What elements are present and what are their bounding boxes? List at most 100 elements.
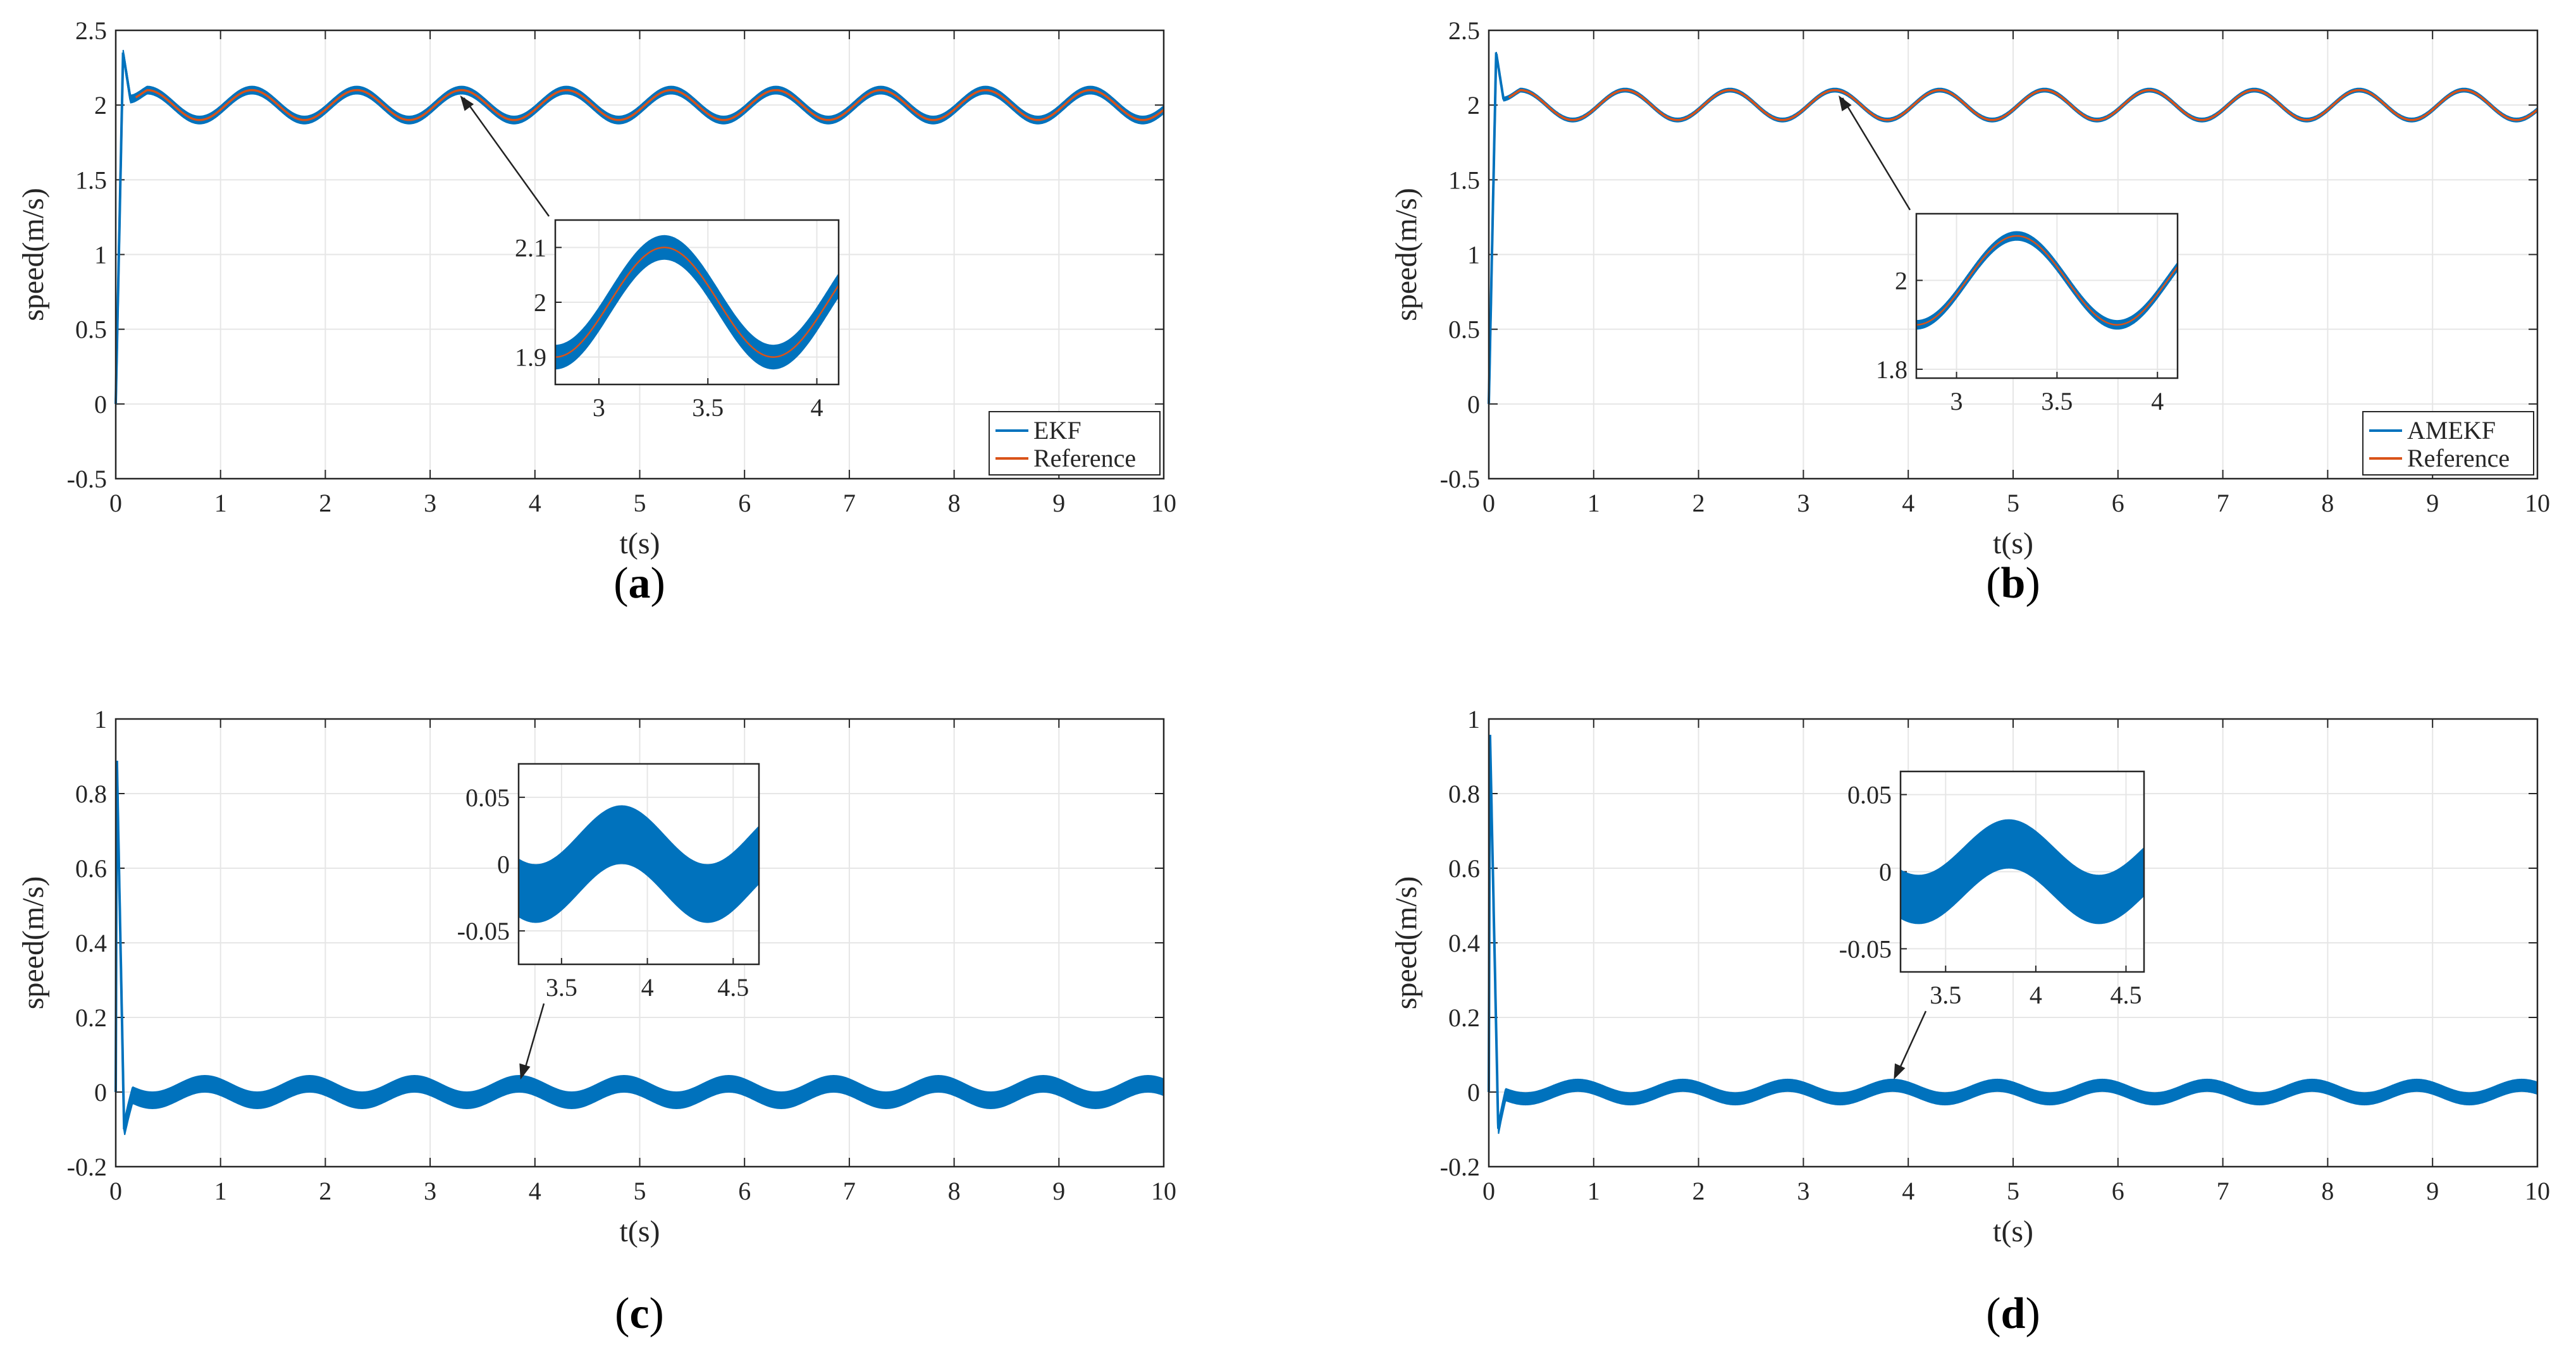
zoom-arrow-shaft bbox=[463, 97, 550, 217]
inset-x-tick-label: 4 bbox=[2030, 981, 2042, 1009]
y-tick-label: 2.5 bbox=[1448, 16, 1480, 45]
inset-y-tick-label: 1.9 bbox=[515, 343, 546, 372]
y-tick-label: 0 bbox=[94, 390, 107, 419]
inset-a: 3 3.5 4 1.9 2 2.1 bbox=[515, 219, 840, 422]
zoom-arrow bbox=[519, 1003, 545, 1080]
x-tick-label: 2 bbox=[1692, 489, 1705, 517]
x-tick-label: 7 bbox=[2217, 1177, 2229, 1205]
inset-y-tick-label: 1.8 bbox=[1876, 355, 1907, 384]
series-transient-line bbox=[1488, 52, 1510, 404]
x-tick-label: 0 bbox=[1482, 1177, 1495, 1205]
inset-y-tick-label: 2.1 bbox=[515, 233, 546, 262]
series-transient-line bbox=[1488, 735, 1505, 1129]
series-transient-line bbox=[114, 760, 131, 1130]
panel-caption: (a) bbox=[613, 559, 665, 608]
y-tick-label: -0.5 bbox=[1440, 465, 1480, 493]
inset-c: 3.5 4 4.5 -0.05 0 0.05 bbox=[457, 763, 760, 1002]
series-reference-line bbox=[114, 53, 1165, 404]
x-tick-label: 6 bbox=[738, 489, 751, 517]
x-tick-label: 1 bbox=[1587, 489, 1600, 517]
chart-a: 0 1 2 3 4 5 6 7 8 9 10-0.500.511.522.5t(s)speed(m/… bbox=[16, 16, 1176, 608]
inset-x-tick-label: 3.5 bbox=[692, 393, 724, 422]
caption-letter: b bbox=[2001, 559, 2026, 608]
inset-y-tick-label: 0.05 bbox=[465, 783, 510, 812]
y-axis-label: speed(m/s) bbox=[16, 876, 50, 1010]
zoom-arrow-head bbox=[460, 95, 474, 111]
x-tick-label: 1 bbox=[214, 489, 227, 517]
x-tick-label: 9 bbox=[1052, 1177, 1065, 1205]
y-tick-label: 0.4 bbox=[1448, 929, 1480, 957]
y-tick-label: 1.5 bbox=[75, 166, 107, 194]
zoom-arrow-shaft bbox=[1842, 97, 1911, 211]
y-tick-label: 2.5 bbox=[75, 16, 107, 45]
x-tick-label: 5 bbox=[634, 489, 646, 517]
zoom-arrow-head bbox=[1839, 95, 1852, 111]
caption-open-paren: ( bbox=[1986, 559, 2000, 608]
zoom-arrow-head bbox=[1894, 1063, 1906, 1080]
x-tick-label: 3 bbox=[1797, 489, 1809, 517]
inset-series-band bbox=[555, 235, 839, 370]
x-tick-label: 5 bbox=[2007, 489, 2019, 517]
inset-x-tick-label: 4.5 bbox=[717, 973, 749, 1002]
inset-series-band bbox=[519, 805, 759, 923]
x-tick-label: 3 bbox=[424, 1177, 436, 1205]
y-axis-label: speed(m/s) bbox=[1390, 188, 1423, 321]
legend-entry-reference: Reference bbox=[2407, 444, 2510, 472]
panel-caption: (b) bbox=[1986, 559, 2040, 608]
x-tick-label: 2 bbox=[1692, 1177, 1705, 1205]
inset-x-tick-label: 4.5 bbox=[2110, 981, 2142, 1009]
inset-y-tick-label: -0.05 bbox=[457, 917, 510, 945]
plot-frame bbox=[1488, 29, 2539, 480]
x-axis-label: t(s) bbox=[620, 527, 660, 560]
inset-frame bbox=[1915, 212, 2179, 379]
x-tick-label: 2 bbox=[319, 489, 331, 517]
inset-x-tick-label: 3.5 bbox=[1930, 981, 1961, 1009]
y-tick-label: 0.5 bbox=[75, 316, 107, 344]
caption-letter: a bbox=[629, 559, 651, 608]
y-tick-label: 0 bbox=[94, 1078, 107, 1107]
series-reference-line bbox=[1488, 53, 2539, 404]
x-tick-label: 8 bbox=[2321, 1177, 2334, 1205]
inset-series-band bbox=[1901, 819, 2144, 924]
caption-letter: c bbox=[629, 1289, 649, 1338]
caption-close-paren: ) bbox=[651, 559, 665, 608]
x-tick-label: 8 bbox=[948, 489, 961, 517]
y-tick-label: 1 bbox=[94, 705, 107, 734]
inset-background bbox=[1916, 214, 2178, 378]
plot-frame bbox=[1488, 718, 2539, 1168]
x-tick-label: 9 bbox=[2426, 489, 2439, 517]
x-axis-label: t(s) bbox=[1993, 527, 2033, 560]
y-tick-label: 0 bbox=[1467, 1078, 1480, 1107]
x-tick-label: 6 bbox=[2112, 489, 2124, 517]
inset-frame bbox=[517, 763, 760, 966]
y-tick-label: 0.6 bbox=[75, 854, 107, 883]
caption-open-paren: ( bbox=[615, 1289, 629, 1338]
x-tick-label: 7 bbox=[843, 489, 856, 517]
y-axis-label: speed(m/s) bbox=[1390, 876, 1423, 1010]
x-tick-label: 2 bbox=[319, 1177, 331, 1205]
inset-y-tick-label: -0.05 bbox=[1839, 935, 1892, 963]
x-tick-label: 10 bbox=[1151, 1177, 1176, 1205]
x-axis-label: t(s) bbox=[1993, 1215, 2033, 1248]
y-tick-label: 1.5 bbox=[1448, 166, 1480, 194]
caption-close-paren: ) bbox=[650, 1289, 664, 1338]
panel-caption: (c) bbox=[615, 1289, 664, 1338]
inset-d: 3.5 4 4.5 -0.05 0 0.05 bbox=[1839, 770, 2145, 1009]
y-tick-label: 1 bbox=[1467, 241, 1480, 269]
y-tick-label: 0.4 bbox=[75, 929, 107, 957]
inset-frame bbox=[1899, 770, 2145, 973]
x-tick-label: 7 bbox=[2217, 489, 2229, 517]
x-tick-label: 6 bbox=[738, 1177, 751, 1205]
y-tick-label: 0.8 bbox=[1448, 780, 1480, 808]
inset-x-tick-label: 4 bbox=[641, 973, 654, 1002]
chart-c: 0 1 2 3 4 5 6 7 8 9 10-0.200.20.40.60.81t(s)speed(… bbox=[16, 705, 1176, 1338]
y-tick-label: 2 bbox=[94, 91, 107, 120]
zoom-arrow bbox=[460, 95, 550, 217]
inset-x-tick-label: 4 bbox=[811, 393, 823, 422]
zoom-arrow-shaft bbox=[522, 1003, 545, 1076]
panel-caption: (d) bbox=[1986, 1289, 2040, 1338]
inset-x-tick-label: 3.5 bbox=[2041, 387, 2073, 415]
x-tick-label: 0 bbox=[1482, 489, 1495, 517]
legend-entry-ekf: EKF bbox=[1033, 416, 1082, 445]
